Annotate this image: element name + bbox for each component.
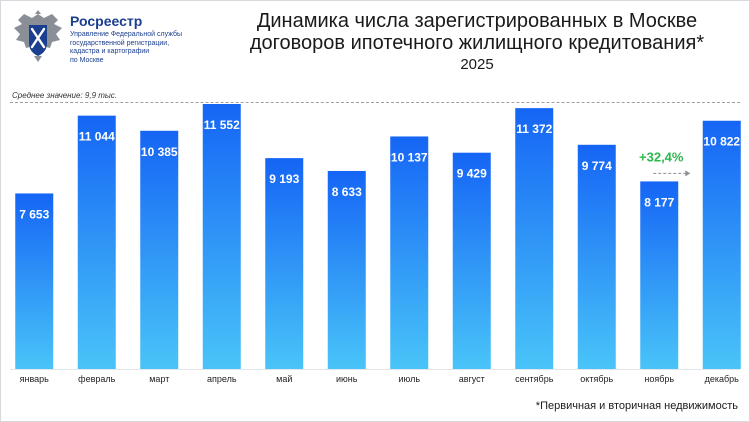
average-line [10,102,740,103]
value-label: 11 372 [516,122,552,136]
category-label: февраль [78,374,115,384]
org-subtitle-line: кадастра и картографии [70,48,150,56]
category-label: июнь [336,374,358,384]
value-label: 7 653 [19,207,49,221]
value-label: 10 385 [141,145,178,159]
bar-январь [15,193,54,369]
bar-август [452,152,491,369]
value-label: 10 822 [703,135,740,149]
chart-title: Динамика числа зарегистрированных в Моск… [210,10,744,54]
org-subtitle-line: по Москве [70,56,104,64]
chart-year: 2025 [460,56,494,73]
category-label: октябрь [580,374,613,384]
rosreestr-emblem-icon [14,10,62,62]
category-label: ноябрь [644,374,674,384]
bar-сентябрь [515,108,554,370]
bar-октябрь [577,144,616,369]
bar-июнь [327,170,366,369]
chart-title-line: договоров ипотечного жилищного кредитова… [249,32,705,54]
value-label: 11 552 [204,118,240,132]
chart-title-line: Динамика числа зарегистрированных в Моск… [256,10,698,32]
growth-arrow-head [685,170,691,177]
category-label: март [149,374,169,384]
bar-февраль [77,115,116,369]
category-label: апрель [207,374,237,384]
value-label: 8 633 [332,185,362,199]
category-label: май [276,374,292,384]
bar-ноябрь [640,181,679,369]
bar-декабрь [702,120,741,369]
category-label: сентябрь [515,374,554,384]
average-label: Среднее значение: 9,9 тыс. [12,91,118,100]
value-label: 8 177 [644,195,674,209]
footnote: *Первичная и вторичная недвижимость [535,400,738,412]
bar-апрель [202,104,241,369]
org-subtitle-line: Управление Федеральной службы [70,31,182,38]
category-label: январь [20,374,50,384]
value-label: 9 193 [269,172,299,186]
org-subtitle: Управление Федеральной службы государств… [70,31,200,65]
value-label: 9 429 [457,167,487,181]
baseline [10,369,740,370]
category-label: декабрь [705,374,740,384]
value-label: 10 137 [391,150,428,164]
value-label: 9 774 [582,159,612,173]
bar-июль [390,136,429,369]
growth-annotation: +32,4% [639,149,684,164]
org-name: Росреестр [70,13,143,29]
category-label: август [459,374,485,384]
bar-май [265,158,304,369]
org-subtitle-line: государственной регистрации, [70,39,170,47]
value-label: 11 044 [79,130,115,144]
bar-март [140,130,179,369]
category-label: июль [398,374,420,384]
